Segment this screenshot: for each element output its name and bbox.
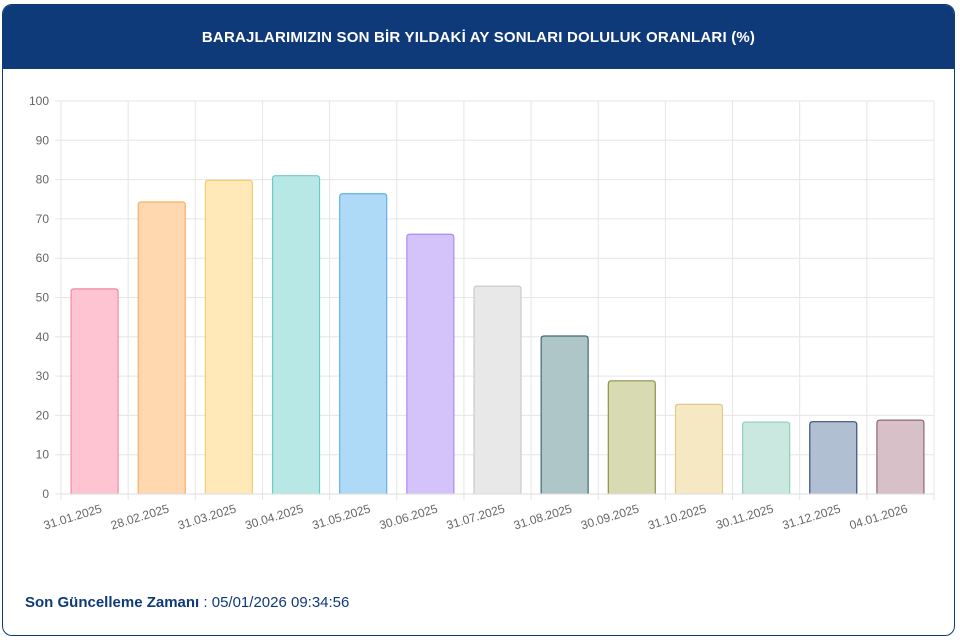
x-tick-label: 31.10.2025 — [646, 501, 708, 532]
bar — [204, 179, 253, 494]
y-tick-label: 20 — [36, 408, 50, 422]
bar — [607, 380, 656, 494]
y-tick-label: 0 — [42, 487, 49, 501]
bar — [339, 193, 388, 494]
y-tick-label: 30 — [36, 369, 50, 383]
bar — [473, 285, 522, 494]
x-tick-label: 31.03.2025 — [176, 501, 238, 532]
last-updated-value: 05/01/2026 09:34:56 — [211, 594, 350, 611]
bar — [70, 288, 119, 494]
x-tick-label: 30.11.2025 — [714, 501, 775, 532]
x-tick-label: 31.08.2025 — [512, 501, 574, 532]
bar — [809, 421, 858, 494]
y-tick-label: 10 — [36, 448, 50, 462]
bar — [674, 403, 724, 494]
bar — [876, 419, 925, 494]
x-tick-label: 31.01.2025 — [42, 501, 104, 532]
bar — [742, 421, 791, 494]
last-updated-separator: : — [199, 594, 212, 611]
y-tick-label: 90 — [36, 133, 50, 147]
x-tick-label: 28.02.2025 — [109, 501, 171, 532]
x-tick-label: 04.01.2026 — [848, 501, 910, 532]
x-tick-label: 31.12.2025 — [781, 501, 843, 532]
x-tick-label: 31.05.2025 — [311, 501, 373, 532]
y-tick-label: 70 — [36, 212, 50, 226]
y-tick-label: 60 — [36, 251, 50, 265]
y-tick-label: 100 — [29, 94, 49, 108]
bar — [137, 201, 186, 494]
chart-title: BARAJLARIMIZIN SON BİR YILDAKİ AY SONLAR… — [201, 28, 756, 46]
last-updated-label: Son Güncelleme Zamanı — [25, 594, 200, 611]
y-tick-label: 50 — [36, 291, 50, 305]
x-tick-label: 30.09.2025 — [579, 501, 641, 532]
x-tick-label: 30.04.2025 — [243, 501, 305, 532]
y-tick-label: 40 — [36, 330, 50, 344]
y-tick-label: 80 — [36, 173, 50, 187]
chart-title-bar: BARAJLARIMIZIN SON BİR YILDAKİ AY SONLAR… — [3, 5, 954, 69]
last-updated: Son Güncelleme Zamanı : 05/01/2026 09:34… — [25, 594, 349, 611]
bar — [271, 175, 321, 494]
x-tick-label: 30.06.2025 — [378, 501, 440, 532]
bar-chart: 0 10 20 30 40 50 60 70 80 90 100 31.01.2025 28.02.20… — [29, 94, 935, 532]
x-tick-label: 31.07.2025 — [445, 501, 507, 532]
bar — [406, 233, 455, 494]
chart-card: BARAJLARIMIZIN SON BİR YILDAKİ AY SONLAR… — [2, 4, 955, 636]
bar — [540, 335, 589, 494]
